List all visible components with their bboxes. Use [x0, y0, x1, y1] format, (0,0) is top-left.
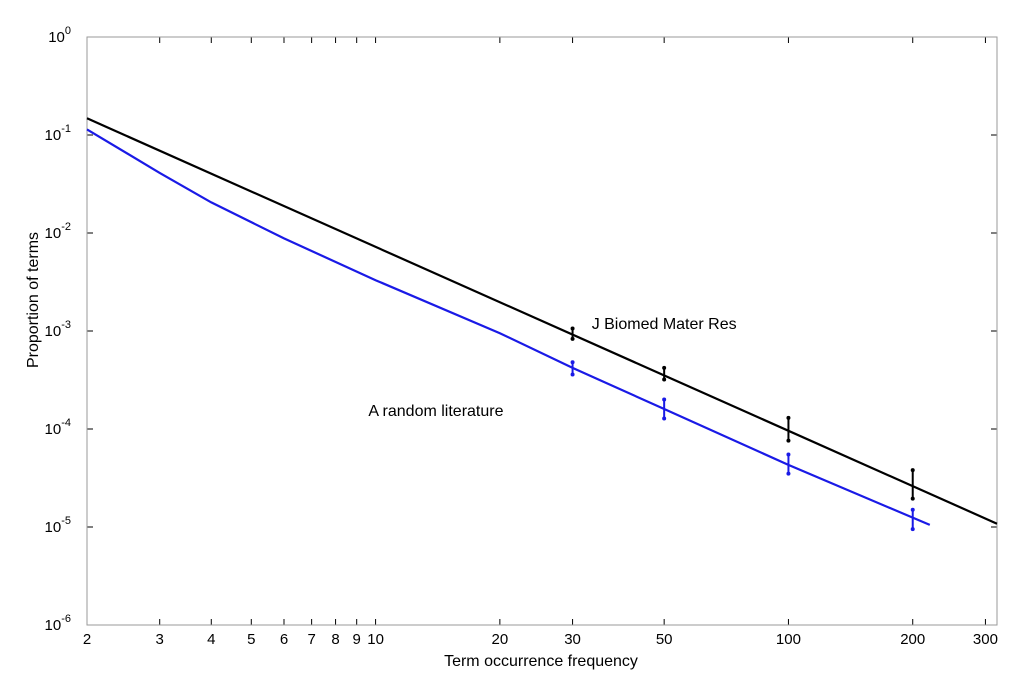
annotation-j-biomed: J Biomed Mater Res	[592, 316, 737, 333]
x-tick-label: 200	[900, 631, 925, 648]
x-tick-label: 10	[367, 631, 384, 648]
x-tick-label: 2	[83, 631, 91, 648]
x-tick-label: 9	[353, 631, 361, 648]
y-axis-label: Proportion of terms	[25, 232, 42, 368]
x-tick-label: 6	[280, 631, 288, 648]
error-bar-cap-high-1	[570, 360, 575, 365]
y-tick-label: 10-1	[45, 123, 71, 144]
error-bar-cap-high-1	[662, 397, 667, 402]
x-tick-label: 7	[307, 631, 315, 648]
plot-frame	[86, 36, 998, 626]
error-bar-cap-low-0	[570, 336, 575, 341]
x-tick-label: 100	[776, 631, 801, 648]
x-tick-label: 20	[492, 631, 509, 648]
series-line-1	[86, 128, 931, 526]
error-bar-cap-high-0	[570, 326, 575, 331]
y-tick-label: 10-5	[45, 515, 71, 536]
y-tick-label: 10-6	[45, 613, 71, 634]
x-tick-label: 5	[247, 631, 255, 648]
error-bar-cap-low-1	[786, 471, 791, 476]
x-tick-label: 30	[564, 631, 581, 648]
error-bar-cap-low-1	[910, 527, 915, 532]
x-tick-label: 300	[973, 631, 998, 648]
x-tick-label: 8	[331, 631, 339, 648]
x-axis-label: Term occurrence frequency	[444, 653, 638, 670]
error-bar-cap-high-0	[910, 468, 915, 473]
series-layer	[86, 117, 998, 532]
y-tick-label: 10-3	[45, 319, 71, 340]
error-bar-cap-low-1	[662, 416, 667, 421]
error-bar-cap-high-0	[786, 415, 791, 420]
error-bar-cap-high-1	[910, 507, 915, 512]
y-tick-label: 10-2	[45, 221, 71, 242]
error-bar-cap-low-1	[570, 372, 575, 377]
ticks-layer	[86, 36, 997, 626]
y-tick-label: 100	[48, 25, 71, 46]
annotation-random-literature: A random literature	[368, 403, 503, 420]
y-tick-label: 10-4	[45, 417, 71, 438]
y-tick-labels: 10-6 10-5 10-4 10-3 10-2 10-1 100	[45, 25, 71, 634]
series-line-0	[86, 117, 998, 525]
error-bar-cap-high-1	[786, 452, 791, 457]
error-bar-cap-high-0	[662, 365, 667, 370]
x-tick-label: 4	[207, 631, 215, 648]
error-bar-cap-low-0	[910, 496, 915, 501]
error-bar-cap-low-0	[662, 377, 667, 382]
x-tick-labels: 2 3 4 5 6 7 8 9 10 20 30 50 100 200 300	[83, 631, 998, 648]
x-tick-label: 3	[156, 631, 164, 648]
error-bar-cap-low-0	[786, 438, 791, 443]
x-tick-label: 50	[656, 631, 673, 648]
